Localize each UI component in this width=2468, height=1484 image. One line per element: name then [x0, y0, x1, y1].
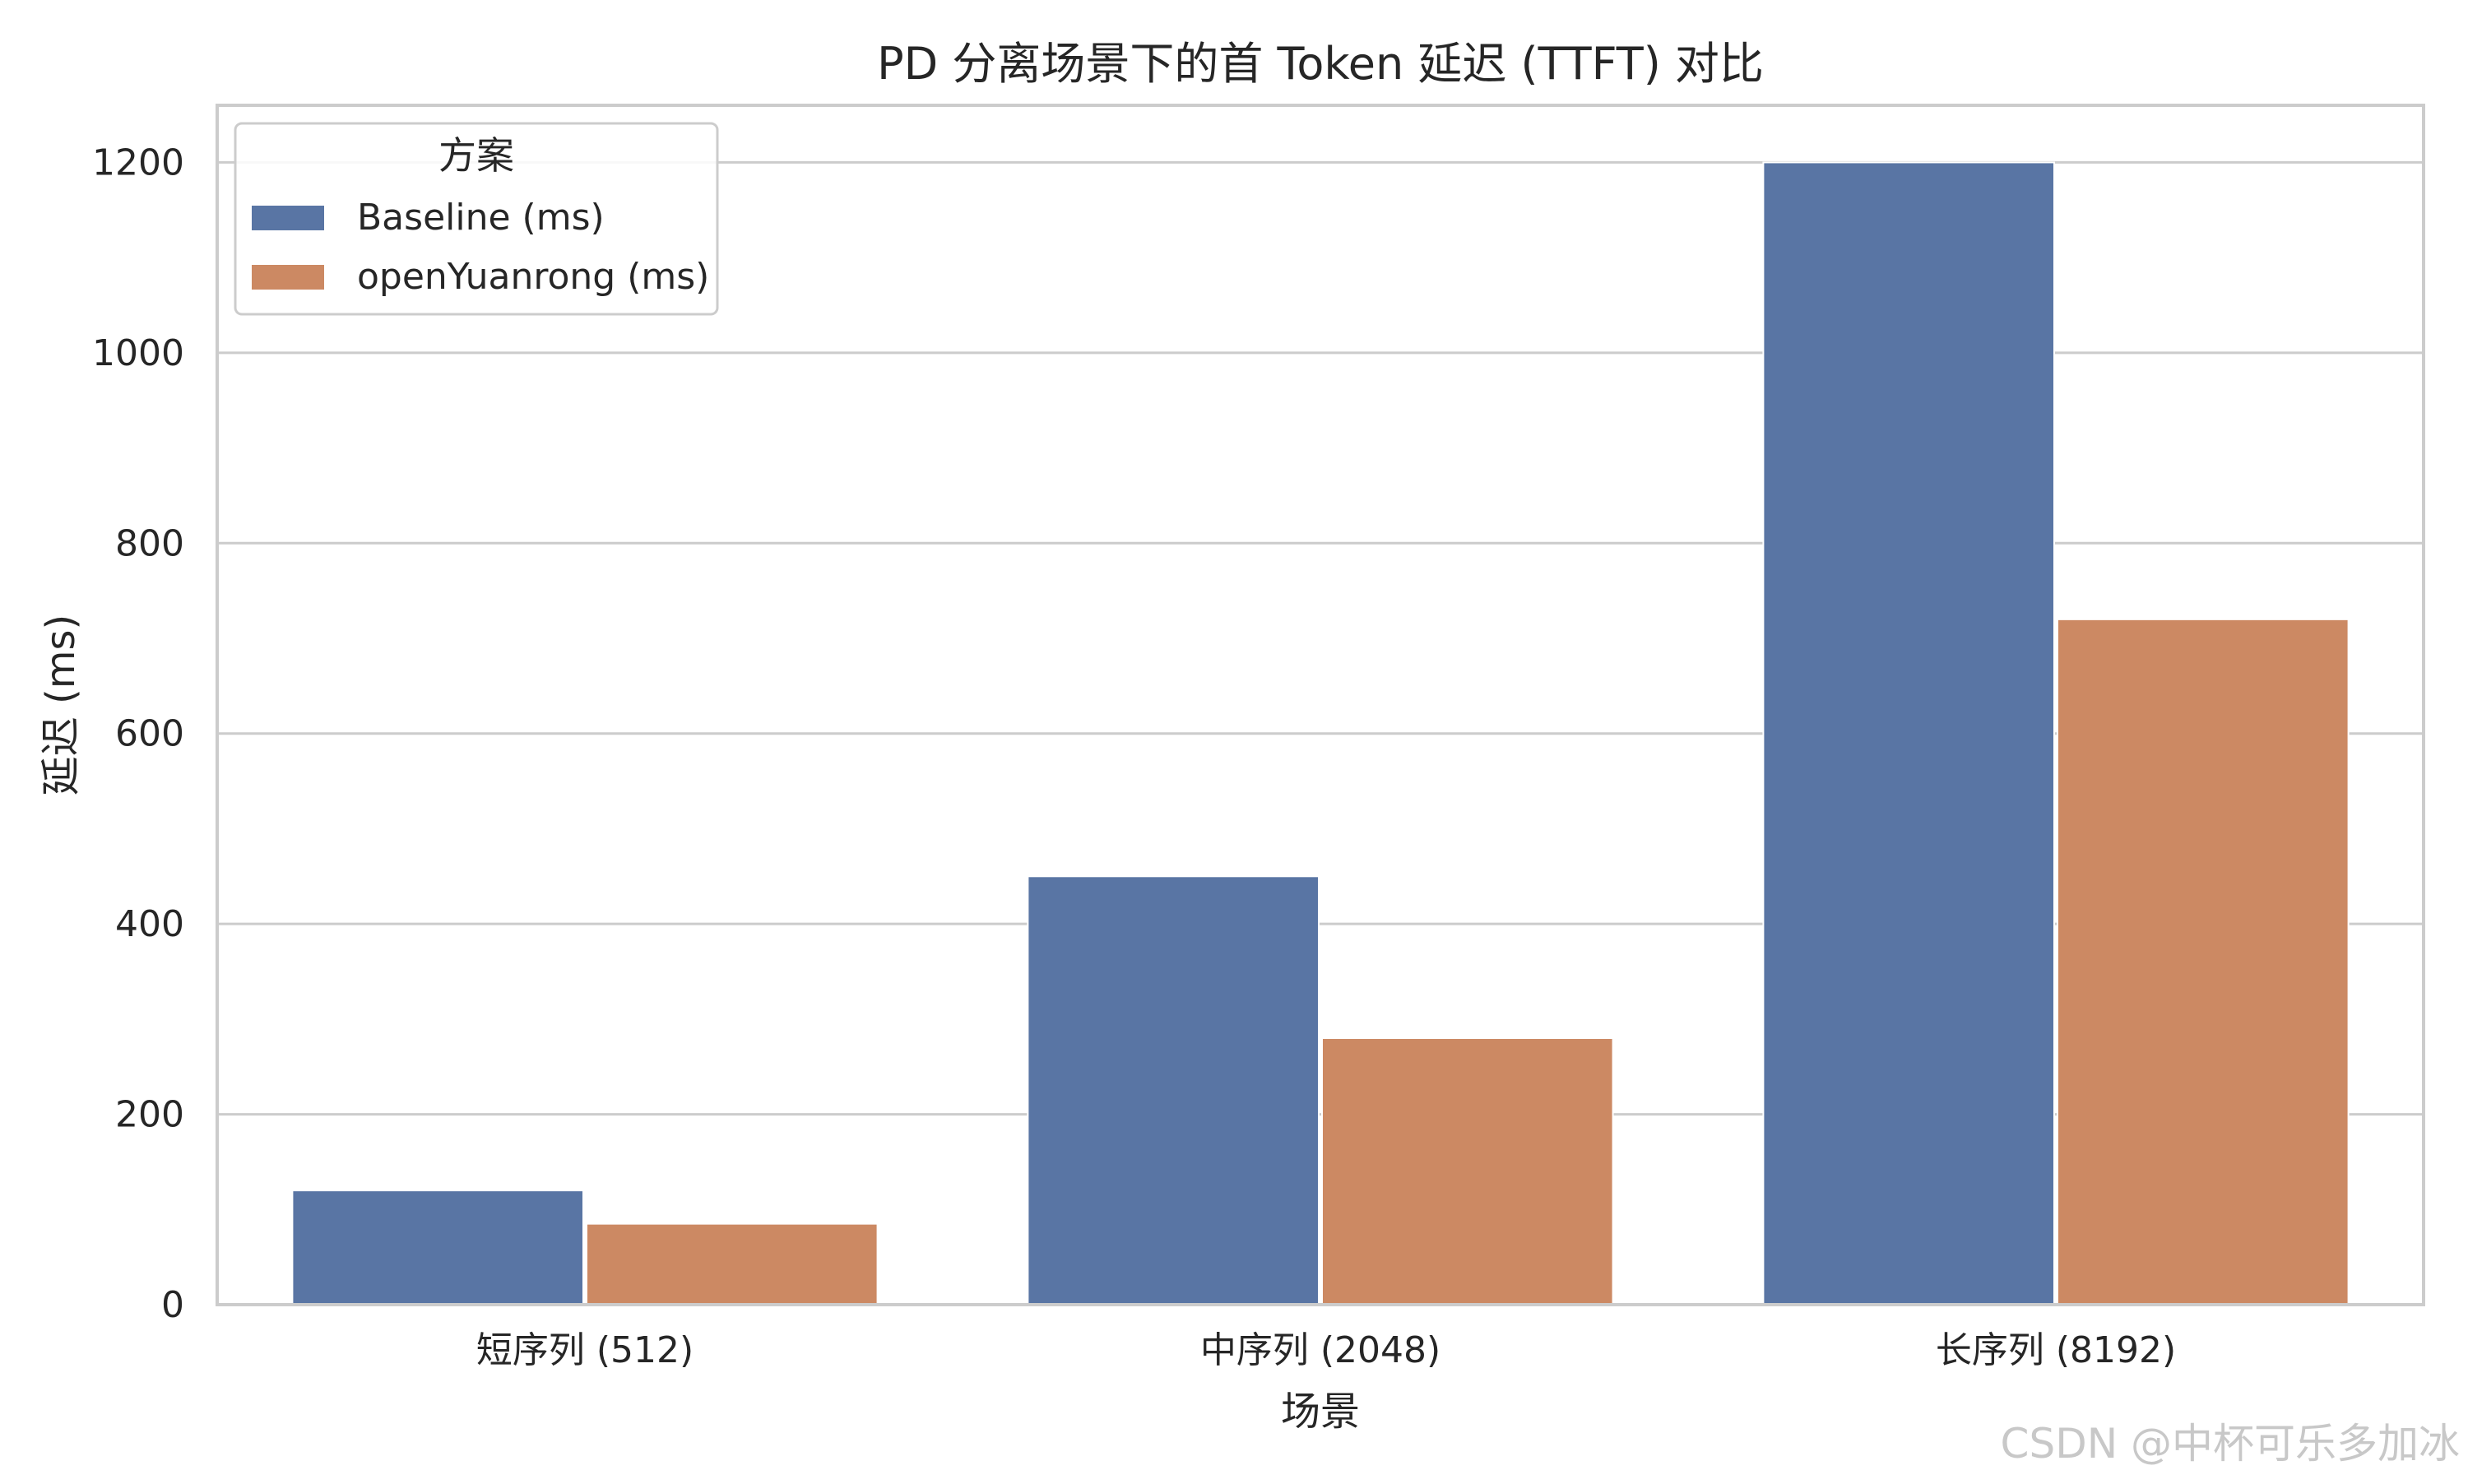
- bar-series0-cat2: [1762, 161, 2055, 1305]
- bars: [291, 161, 2350, 1306]
- x-axis-title: 场景: [1281, 1389, 1360, 1435]
- x-axis-ticks: 短序列 (512) 中序列 (2048) 长序列 (8192): [476, 1329, 2176, 1371]
- y-axis-title: 延迟 (ms): [38, 614, 84, 795]
- legend: 方案 Baseline (ms) openYuanrong (ms): [234, 122, 719, 316]
- bar-series1-cat2: [2057, 618, 2350, 1305]
- y-tick-label-400: 400: [115, 903, 184, 945]
- watermark: CSDN @中杯可乐多加冰: [2001, 1420, 2460, 1468]
- x-tick-label-2: 长序列 (8192): [1936, 1329, 2176, 1371]
- y-tick-label-0: 0: [161, 1284, 184, 1326]
- y-tick-label-800: 800: [115, 522, 184, 564]
- y-tick-label-200: 200: [115, 1094, 184, 1136]
- legend-swatch-baseline: [252, 206, 324, 230]
- bar-series1-cat1: [1321, 1037, 1614, 1305]
- y-tick-label-1000: 1000: [92, 332, 184, 374]
- x-tick-label-1: 中序列 (2048): [1200, 1329, 1440, 1371]
- bar-series1-cat0: [586, 1222, 879, 1305]
- legend-box: [234, 122, 719, 316]
- legend-title: 方案: [438, 133, 514, 178]
- x-tick-label-0: 短序列 (512): [476, 1329, 694, 1371]
- plot-frame: [216, 104, 2425, 1306]
- y-tick-label-600: 600: [115, 713, 184, 755]
- bar-series0-cat1: [1027, 875, 1320, 1306]
- legend-label-baseline: Baseline (ms): [357, 197, 605, 239]
- bar-series0-cat0: [291, 1190, 584, 1305]
- legend-swatch-openyuanrong: [252, 265, 324, 290]
- chart-title: PD 分离场景下的首 Token 延迟 (TTFT) 对比: [877, 38, 1764, 90]
- legend-label-openyuanrong: openYuanrong (ms): [357, 256, 709, 298]
- y-tick-label-1200: 1200: [92, 141, 184, 183]
- y-axis-ticks: 0 200 400 600 800 1000 1200: [92, 141, 184, 1326]
